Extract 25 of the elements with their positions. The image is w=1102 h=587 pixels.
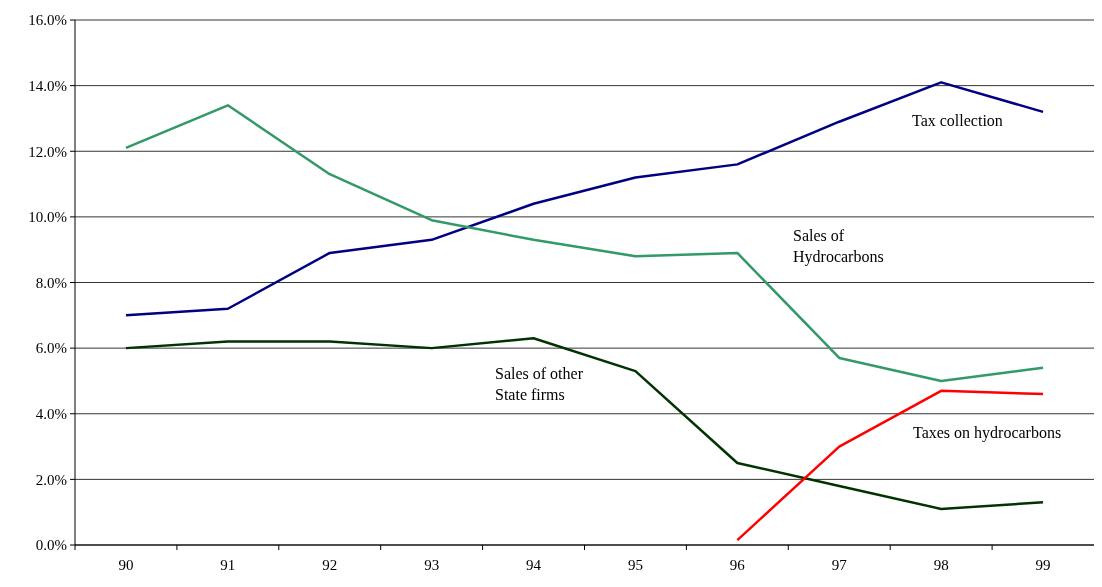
series-label: Tax collection [912, 112, 1003, 129]
y-tick-label: 0.0% [35, 537, 67, 554]
x-tick-label: 94 [526, 557, 542, 573]
y-tick-label: 16.0% [28, 12, 67, 29]
x-tick-label: 90 [118, 557, 134, 573]
y-tick-label: 2.0% [35, 471, 67, 488]
y-tick-label: 12.0% [28, 143, 67, 160]
x-tick-label: 92 [322, 557, 338, 573]
series-label: Sales of Hydrocarbons [793, 227, 884, 266]
x-tick-label: 99 [1035, 557, 1051, 573]
y-tick-label: 14.0% [28, 77, 67, 94]
line-series [124, 104, 1045, 383]
x-tick-label: 91 [220, 557, 236, 573]
x-tick-label: 96 [729, 557, 746, 573]
y-tick-label: 8.0% [35, 274, 67, 291]
y-tick-label: 6.0% [35, 340, 67, 357]
line-series [124, 81, 1045, 317]
series-label: Taxes on hydrocarbons [913, 424, 1062, 442]
series-label: Sales of other State firms [495, 365, 584, 403]
x-tick-label: 95 [627, 557, 643, 573]
x-tick-label: 97 [831, 557, 848, 573]
x-tick-label: 98 [933, 557, 949, 573]
y-tick-label: 10.0% [28, 209, 67, 226]
x-tick-label: 93 [424, 557, 440, 573]
y-tick-label: 4.0% [35, 406, 67, 422]
